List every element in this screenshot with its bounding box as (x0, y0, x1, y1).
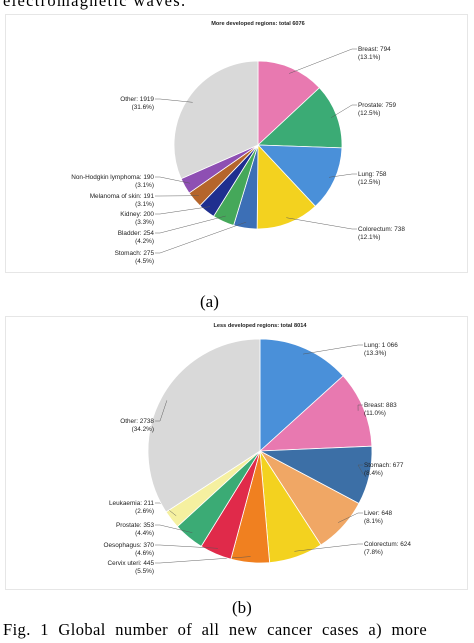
leader-line-a-lung (328, 173, 357, 178)
leader-line-a-bladder (155, 215, 226, 234)
slice-pct-b-colorectum: (7.8%) (364, 549, 383, 556)
slice-label-a-lung: Lung: 758 (358, 171, 387, 178)
slice-pct-b-stomach: (8.4%) (364, 470, 383, 477)
slice-pct-a-melanoma-of-skin: (3.1%) (135, 201, 154, 208)
leader-line-b-colorectum (294, 543, 363, 552)
slice-pct-a-non-hodgkin-lymphoma: (3.1%) (135, 182, 154, 189)
leader-line-a-stomach (155, 221, 247, 254)
slice-pct-b-prostate: (4.4%) (135, 530, 154, 537)
slice-label-a-bladder: Bladder: 254 (118, 230, 155, 237)
slice-pct-b-liver: (8.1%) (364, 518, 383, 525)
pie-chart-b: Less developed regions: total 8014 Lung: … (104, 323, 412, 575)
chart-title-a: More developed regions: total 6076 (211, 21, 305, 27)
slice-pct-a-other: (31.6%) (132, 104, 154, 111)
slice-label-b-colorectum: Colorectum: 624 (364, 541, 411, 548)
leader-line-a-kidney (155, 206, 211, 215)
slice-label-a-prostate: Prostate: 759 (358, 102, 396, 109)
slice-pct-a-prostate: (12.5%) (358, 110, 380, 117)
slice-label-b-other: Other: 2738 (120, 418, 154, 425)
leader-line-b-breast (357, 404, 363, 411)
leader-line-b-other (155, 400, 168, 422)
slice-pct-b-leukaemia: (2.6%) (135, 508, 154, 515)
slice-label-b-prostate: Prostate: 353 (116, 522, 154, 529)
leader-line-b-prostate (155, 524, 193, 533)
slice-pct-a-lung: (12.5%) (358, 179, 380, 186)
slice-label-a-colorectum: Colorectum: 738 (358, 226, 405, 233)
pie-slice-a-other (173, 60, 259, 180)
pie-slice-a-prostate (257, 87, 343, 149)
slice-pct-b-cervix-uteri: (5.5%) (135, 568, 154, 575)
slice-pct-a-stomach: (4.5%) (135, 258, 154, 265)
leader-line-b-stomach (357, 464, 364, 475)
slice-pct-a-colorectum: (12.1%) (358, 234, 380, 241)
slice-pct-a-kidney: (3.3%) (135, 219, 154, 226)
slice-label-b-oesophagus: Oesophagus: 370 (104, 542, 155, 549)
leader-line-a-breast (289, 48, 357, 74)
intro-text: electromagnetic waves. (3, 0, 187, 10)
pie-slice-b-lung (259, 338, 344, 452)
leader-line-a-colorectum (286, 217, 357, 230)
slice-label-b-breast: Breast: 883 (364, 402, 397, 409)
slice-pct-a-breast: (13.1%) (358, 54, 380, 61)
slice-label-a-other: Other: 1919 (120, 96, 154, 103)
leader-line-a-non-hodgkin-lymphoma (155, 176, 191, 184)
chart-title-b: Less developed regions: total 8014 (214, 323, 308, 329)
chart-panel-b: Less developed regions: total 8014 Lung: … (5, 316, 468, 590)
pie-slice-a-lung (257, 144, 343, 207)
slice-label-b-stomach: Stomach: 677 (364, 462, 404, 469)
slice-label-b-leukaemia: Leukaemia: 211 (109, 500, 154, 507)
pie-slice-a-breast (257, 60, 321, 146)
caption-a: (a) (200, 292, 219, 311)
slice-pct-b-lung: (13.3%) (364, 350, 386, 357)
slice-label-a-breast: Breast: 794 (358, 46, 391, 53)
slice-label-b-liver: Liver: 648 (364, 510, 393, 517)
leader-line-b-liver (338, 512, 363, 523)
leader-line-b-leukaemia (155, 502, 177, 516)
slice-label-a-stomach: Stomach: 275 (115, 250, 155, 257)
slice-pct-b-other: (34.2%) (132, 426, 154, 433)
slice-label-a-kidney: Kidney: 200 (120, 211, 154, 218)
slice-label-b-lung: Lung: 1 066 (364, 342, 398, 349)
slice-label-a-non-hodgkin-lymphoma: Non-Hodgkin lymphoma: 190 (71, 174, 154, 181)
leader-line-a-other (155, 98, 193, 103)
pie-slice-a-colorectum (256, 143, 316, 230)
figure-caption: Fig. 1 Global number of all new cancer c… (3, 620, 428, 639)
chart-panel-a: More developed regions: total 6076 Breast… (5, 14, 468, 273)
pie-slice-b-other (147, 338, 261, 513)
leader-line-b-lung (302, 344, 363, 355)
slice-pct-b-oesophagus: (4.6%) (135, 550, 154, 557)
leader-line-a-prostate (330, 104, 357, 118)
leader-line-b-cervix-uteri (155, 556, 251, 564)
pie-chart-a: More developed regions: total 6076 Breast… (71, 21, 405, 265)
leader-line-b-oesophagus (155, 544, 218, 549)
slice-pct-b-breast: (11.0%) (364, 410, 386, 417)
slice-label-b-cervix-uteri: Cervix uteri: 445 (107, 560, 154, 567)
slice-pct-a-bladder: (4.2%) (135, 238, 154, 245)
pie-slice-b-breast (258, 375, 373, 452)
slice-label-a-melanoma-of-skin: Melanoma of skin: 191 (90, 193, 155, 200)
caption-b: (b) (232, 598, 252, 617)
